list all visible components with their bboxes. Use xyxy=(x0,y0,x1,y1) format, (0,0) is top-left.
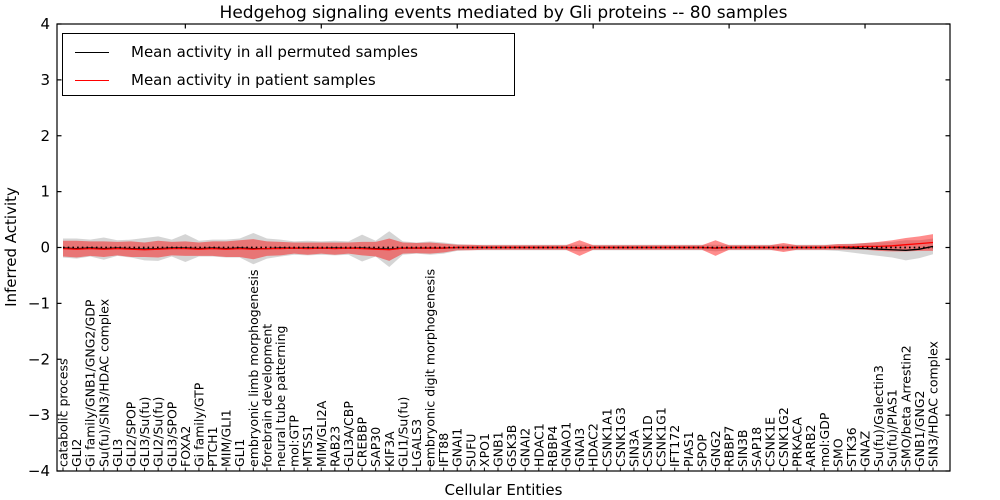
x-category-label: neural tube patterning xyxy=(273,326,288,467)
x-category-label: catabolic process xyxy=(56,358,71,467)
x-category-label: MIM/GLI1 xyxy=(219,409,234,467)
x-category-label: SIN3/HDAC complex xyxy=(926,341,941,467)
x-category-label: GLI3A/CBP xyxy=(341,401,356,467)
x-category-label: mol:GDP xyxy=(817,412,832,467)
legend-swatch-permuted-line xyxy=(75,51,109,53)
y-tick-label: −2 xyxy=(28,350,50,368)
x-category-label: SMO xyxy=(830,438,845,467)
x-category-label: Gi family/GTP xyxy=(191,382,206,467)
x-category-label: CSNK1D xyxy=(640,415,655,467)
x-category-label: RBBP7 xyxy=(722,426,737,467)
x-category-label: STK36 xyxy=(844,427,859,467)
x-category-label: GLI3/Su(fu) xyxy=(137,397,152,467)
y-tick-label: 4 xyxy=(40,15,50,33)
legend-label-permuted: Mean activity in all permuted samples xyxy=(131,43,418,61)
x-category-label: SUFU xyxy=(463,434,478,467)
x-category-label: CSNK1G2 xyxy=(776,407,791,467)
x-category-label: MIM/GLI2A xyxy=(314,400,329,467)
x-category-label: Su(fu)/SIN3/HDAC complex xyxy=(96,299,111,467)
x-category-label: HDAC2 xyxy=(586,423,601,467)
chart-title: Hedgehog signaling events mediated by Gl… xyxy=(219,3,788,23)
legend-item-permuted: Mean activity in all permuted samples xyxy=(75,38,514,66)
x-category-label: PIAS1 xyxy=(681,431,696,467)
x-category-label: GNAI3 xyxy=(572,428,587,467)
x-category-label: GNG2 xyxy=(708,430,723,467)
x-category-label: IFT172 xyxy=(667,425,682,467)
x-category-label: KIF3A xyxy=(382,431,397,467)
x-category-label: GLI3/SPOP xyxy=(164,401,179,467)
x-category-label: ARRB2 xyxy=(803,425,818,467)
x-category-label: GLI2 xyxy=(69,439,84,467)
x-axis-label: Cellular Entities xyxy=(444,481,563,499)
y-tick-label: 3 xyxy=(40,71,50,89)
x-category-label: GLI3 xyxy=(110,439,125,467)
x-category-label: RAB23 xyxy=(327,426,342,467)
y-tick-label: −1 xyxy=(28,294,50,312)
x-category-label: Su(fu)/PIAS1 xyxy=(885,389,900,467)
y-tick-label: 2 xyxy=(40,127,50,145)
x-category-label: GNAO1 xyxy=(558,422,573,467)
x-category-label: GNAZ xyxy=(858,431,873,467)
x-category-label: GLI1/Su(fu) xyxy=(395,397,410,467)
x-category-label: GNAI1 xyxy=(450,428,465,467)
x-category-label: SMO/beta Arrestin2 xyxy=(898,345,913,467)
x-category-label: SIN3B xyxy=(735,430,750,468)
x-category-label: FOXA2 xyxy=(178,426,193,467)
x-category-label: GNB1 xyxy=(491,431,506,467)
y-tick-label: 0 xyxy=(40,239,50,257)
x-category-label: PRKACA xyxy=(790,417,805,467)
x-category-label: IFT88 xyxy=(436,433,451,467)
x-category-label: embryonic limb morphogenesis xyxy=(246,270,261,467)
x-category-label: GLI2/SPOP xyxy=(123,401,138,467)
x-category-label: SIN3A xyxy=(626,429,641,467)
x-category-label: Gi family/GNB1/GNG2/GDP xyxy=(83,299,98,467)
x-category-label: GSK3B xyxy=(504,425,519,467)
legend: Mean activity in all permuted samples Me… xyxy=(62,33,515,96)
x-category-label: SAP30 xyxy=(368,427,383,467)
x-category-label: mol:GTP xyxy=(287,415,302,467)
x-category-label: forebrain development xyxy=(259,324,274,467)
x-category-label: GNB1/GNG2 xyxy=(912,391,927,467)
x-category-label: GLI1 xyxy=(232,439,247,467)
x-category-label: CSNK1G1 xyxy=(654,407,669,467)
x-category-label: LGALS3 xyxy=(409,419,424,467)
x-category-label: Su(fu)/Galectin3 xyxy=(871,365,886,467)
x-category-label: SPOP xyxy=(694,434,709,467)
permuted-std-band xyxy=(63,231,933,268)
y-tick-label: −3 xyxy=(28,406,50,424)
x-category-label: embryonic digit morphogenesis xyxy=(423,269,438,467)
x-category-label: CSNK1E xyxy=(762,417,777,467)
y-tick-label: 1 xyxy=(40,183,50,201)
x-category-label: CREBBP xyxy=(355,417,370,467)
legend-item-patient: Mean activity in patient samples xyxy=(75,66,514,94)
x-category-label: CSNK1G3 xyxy=(613,407,628,467)
x-category-label: SAP18 xyxy=(749,427,764,467)
x-category-label: MTSS1 xyxy=(300,425,315,467)
x-category-label: HDAC1 xyxy=(531,423,546,467)
x-category-label: CSNK1A1 xyxy=(599,408,614,467)
x-category-label: GLI2/Su(fu) xyxy=(151,397,166,467)
x-category-label: RBBP4 xyxy=(545,426,560,467)
legend-swatch-patient-line xyxy=(75,79,109,81)
legend-label-patient: Mean activity in patient samples xyxy=(131,71,376,89)
x-category-label: GNAI2 xyxy=(518,428,533,467)
x-category-label: PTCH1 xyxy=(205,426,220,467)
y-tick-label: −4 xyxy=(28,462,50,480)
y-axis-label: Inferred Activity xyxy=(2,187,20,307)
x-category-label: XPO1 xyxy=(477,433,492,467)
